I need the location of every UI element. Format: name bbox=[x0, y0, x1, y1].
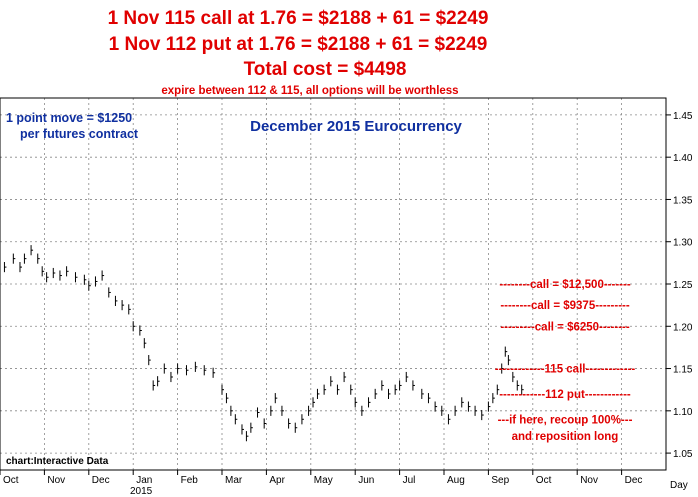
y-tick-label: 1.20 bbox=[673, 322, 693, 333]
headline-expiry-note: expire between 112 & 115, all options wi… bbox=[161, 85, 458, 97]
y-tick-label: 1.45 bbox=[673, 111, 693, 122]
level-annotation: ---if here, recoup 100%--- bbox=[498, 414, 633, 426]
y-tick-label: 1.05 bbox=[673, 449, 693, 460]
x-tick-label: Mar bbox=[225, 475, 243, 486]
annotations: --------call = $12,500------- --------cal… bbox=[495, 279, 636, 443]
y-tick-label: 1.30 bbox=[673, 238, 693, 249]
x-tick-label: Dec bbox=[625, 475, 643, 486]
level-annotation: --------call = $9375--------- bbox=[500, 300, 630, 312]
y-tick-label: 1.25 bbox=[673, 280, 693, 291]
level-annotation: -------------115 call------------- bbox=[495, 364, 636, 376]
y-axis: 1.05 1.10 1.15 1.20 1.25 1.30 1.35 1.40 1.45 bbox=[666, 111, 693, 460]
x-axis-end-label: Day bbox=[670, 480, 688, 491]
y-tick-label: 1.40 bbox=[673, 153, 693, 164]
x-tick-label: Apr bbox=[269, 475, 285, 486]
level-annotation: ------------112 put------------ bbox=[499, 389, 631, 401]
x-tick-label: Aug bbox=[447, 475, 465, 486]
chart-title: December 2015 Eurocurrency bbox=[250, 118, 462, 135]
chart-credit: chart:Interactive Data bbox=[6, 456, 109, 467]
x-tick-label: Oct bbox=[3, 475, 19, 486]
x-tick-label: Nov bbox=[47, 475, 65, 486]
y-tick-label: 1.10 bbox=[673, 407, 693, 418]
level-annotation: and reposition long bbox=[512, 431, 619, 443]
x-tick-label: Sep bbox=[491, 475, 509, 486]
x-tick-label: Oct bbox=[536, 475, 552, 486]
level-annotation: ---------call = $6250-------- bbox=[500, 321, 630, 333]
info-per-contract: per futures contract bbox=[20, 127, 139, 141]
headline-call: 1 Nov 115 call at 1.76 = $2188 + 61 = $2… bbox=[108, 8, 489, 29]
level-annotation: --------call = $12,500------- bbox=[499, 279, 630, 291]
x-tick-label: Jan bbox=[136, 475, 152, 486]
price-bars bbox=[3, 245, 524, 442]
grid bbox=[0, 98, 666, 470]
x-tick-label: Dec bbox=[92, 475, 110, 486]
x-tick-label: Nov bbox=[580, 475, 598, 486]
x-tick-label: Feb bbox=[181, 475, 199, 486]
x-tick-label: Jun bbox=[358, 475, 374, 486]
y-tick-label: 1.35 bbox=[673, 195, 693, 206]
headline-put: 1 Nov 112 put at 1.76 = $2188 + 61 = $22… bbox=[109, 34, 488, 55]
x-tick-label: May bbox=[314, 475, 333, 486]
x-axis: Oct Nov Dec Jan Feb Mar Apr May Jun Jul Aug Sep Oct N… bbox=[0, 470, 642, 486]
info-point-move: 1 point move = $1250 bbox=[6, 111, 132, 125]
x-tick-label: Jul bbox=[403, 475, 416, 486]
headline-total-cost: Total cost = $4498 bbox=[244, 59, 407, 80]
year-label: 2015 bbox=[130, 486, 153, 497]
y-tick-label: 1.15 bbox=[673, 365, 693, 376]
